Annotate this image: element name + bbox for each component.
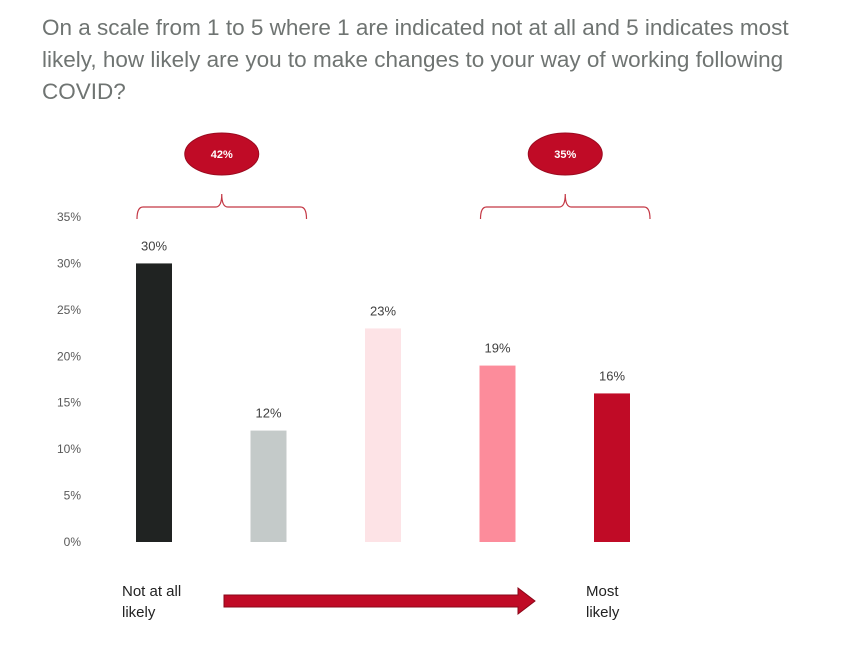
y-tick-label: 0% (64, 535, 82, 549)
scale-low-label: Not at all likely (122, 583, 182, 621)
data-label: 16% (599, 368, 625, 383)
group-callout-1 (184, 132, 260, 176)
y-tick-label: 5% (64, 489, 82, 503)
y-tick-label: 25% (57, 303, 81, 317)
y-tick-label: 20% (57, 349, 81, 363)
scale-high-label: Most likely (586, 583, 620, 621)
y-tick-label: 30% (57, 256, 81, 270)
bar-2 (250, 430, 287, 542)
y-tick-label: 10% (57, 442, 81, 456)
group-bracket-2 (479, 193, 651, 220)
data-label: 19% (484, 341, 510, 356)
data-label: 12% (255, 406, 281, 421)
group-bracket-1 (136, 193, 308, 220)
group-callout-label: 42% (211, 149, 233, 161)
data-label: 23% (370, 303, 396, 318)
bar-1 (136, 263, 172, 542)
right-arrow-icon (223, 586, 536, 616)
bar-4 (479, 365, 516, 542)
chart-title: On a scale from 1 to 5 where 1 are indic… (42, 15, 789, 104)
data-label: 30% (141, 238, 167, 253)
bar-5 (594, 393, 630, 542)
y-tick-label: 35% (57, 210, 81, 224)
group-callout-label: 35% (554, 149, 576, 161)
bar-3 (365, 328, 401, 542)
group-callout-2 (527, 132, 603, 176)
y-tick-label: 15% (57, 396, 81, 410)
